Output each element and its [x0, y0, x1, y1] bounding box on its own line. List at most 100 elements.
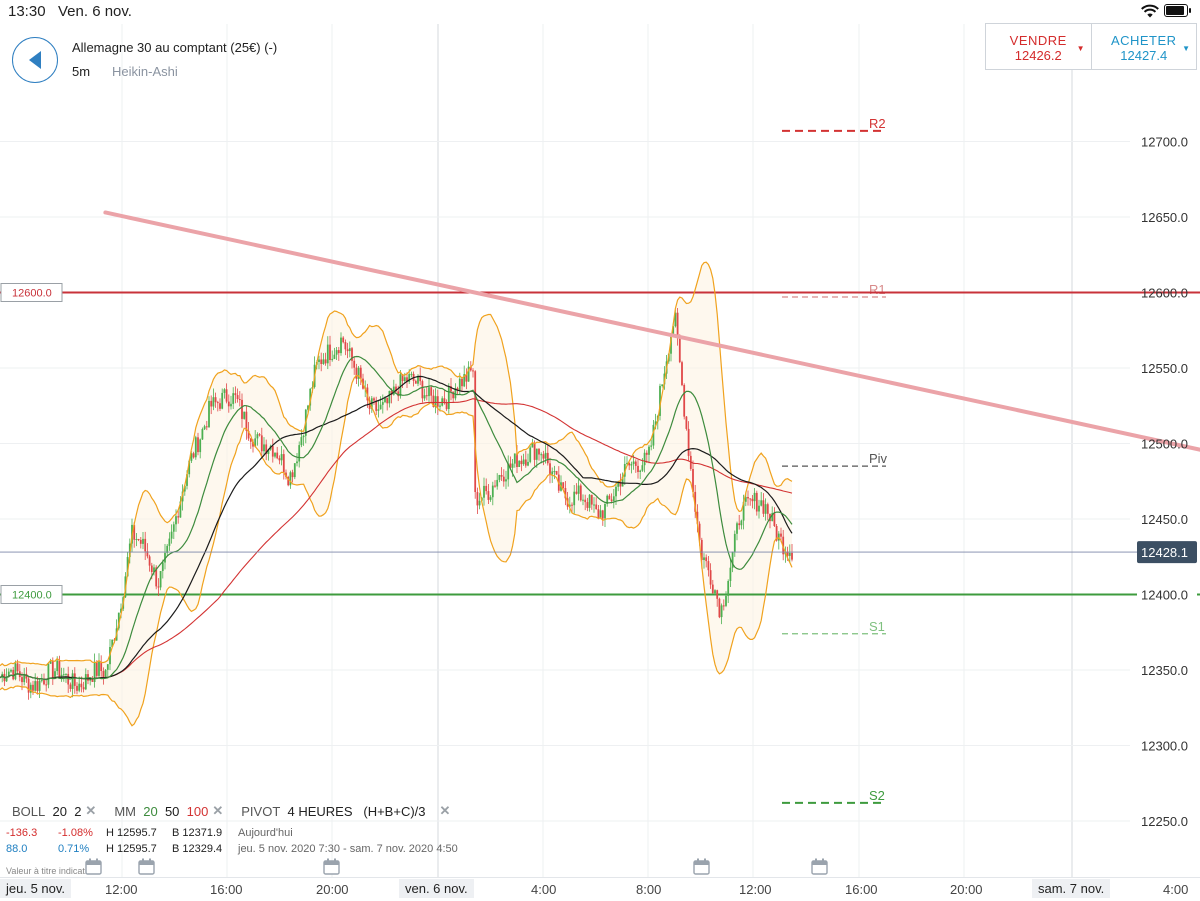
candle	[456, 388, 459, 391]
calendar-event-icon[interactable]	[811, 858, 828, 875]
candle	[100, 661, 103, 671]
candle	[681, 362, 683, 386]
candle	[729, 567, 732, 581]
candle	[483, 485, 485, 498]
candle	[461, 378, 463, 387]
candle	[573, 491, 576, 506]
candle	[210, 400, 213, 407]
candle	[500, 475, 503, 477]
candle	[164, 552, 166, 563]
buy-button[interactable]: ACHETER 12427.4 ▼	[1090, 24, 1197, 69]
candle	[324, 359, 327, 364]
candle	[408, 374, 411, 382]
candle	[375, 400, 378, 411]
indicator-boll[interactable]: BOLL 20 2 ✕	[12, 802, 96, 820]
calendar-event-icon[interactable]	[693, 858, 710, 875]
candle	[337, 350, 340, 354]
candle	[615, 486, 617, 497]
candle	[771, 513, 774, 522]
price-axis-label: 12250.0	[1141, 814, 1188, 829]
candle	[214, 397, 217, 403]
calendar-event-icon[interactable]	[85, 858, 102, 875]
candle	[414, 380, 417, 384]
candle	[516, 453, 518, 467]
candle	[652, 424, 655, 446]
candle	[247, 430, 250, 439]
candle	[278, 458, 281, 461]
candle	[102, 671, 105, 677]
candle	[749, 498, 752, 500]
time-axis[interactable]: jeu. 5 nov. 12:00 16:00 20:00 ven. 6 nov…	[0, 877, 1200, 901]
candle	[27, 678, 30, 693]
back-button[interactable]	[12, 37, 58, 83]
timeframe-selector[interactable]: 5m	[72, 64, 91, 79]
chart-type-selector[interactable]: Heikin-Ashi	[112, 64, 178, 79]
mm-period-50: 50	[164, 803, 180, 819]
candle	[98, 661, 100, 676]
candle	[95, 662, 98, 676]
candle	[120, 608, 122, 613]
candle	[423, 395, 426, 399]
candle	[687, 428, 690, 456]
candle	[183, 485, 186, 492]
sell-dropdown-icon[interactable]: ▼	[1076, 44, 1085, 53]
candle	[619, 481, 622, 487]
candle	[392, 386, 395, 395]
candle	[634, 461, 637, 466]
calendar-event-icon[interactable]	[323, 858, 340, 875]
remove-pivot-icon[interactable]: ✕	[439, 803, 451, 818]
time-label: 16:00	[210, 882, 243, 897]
candle	[467, 366, 470, 382]
candle	[762, 500, 765, 514]
candle	[348, 348, 351, 352]
ma50-line	[0, 375, 793, 681]
pivot-formula: (H+B+C)/3	[363, 803, 426, 819]
change-range: 88.0	[6, 843, 28, 855]
candle	[659, 385, 661, 416]
candle	[14, 663, 17, 680]
indicator-mm[interactable]: MM 20 50 100 ✕	[114, 802, 223, 820]
candle	[485, 485, 488, 492]
indicator-pivot[interactable]: PIVOT 4 HEURES (H+B+C)/3 ✕	[241, 802, 450, 820]
candle	[707, 561, 710, 571]
candle	[377, 409, 380, 411]
candle	[194, 437, 197, 458]
candle	[740, 520, 743, 526]
candle	[7, 671, 10, 677]
candle	[518, 460, 521, 467]
sell-button[interactable]: VENDRE 12426.2 ▼	[986, 24, 1091, 69]
candle	[549, 463, 551, 475]
level-badge-12600-box[interactable]	[0, 283, 63, 302]
candle	[738, 523, 741, 526]
candle	[62, 674, 65, 676]
candle	[650, 445, 653, 447]
candle	[203, 426, 206, 430]
candle	[588, 494, 591, 508]
candle	[544, 452, 547, 459]
boll-period: 20	[52, 803, 67, 819]
candle	[252, 441, 254, 447]
buy-dropdown-icon[interactable]: ▼	[1182, 44, 1190, 53]
candle	[326, 344, 329, 364]
instrument-title[interactable]: Allemagne 30 au comptant (25€) (-)	[72, 40, 278, 55]
trendline[interactable]	[103, 210, 1200, 537]
level-badge-12400-box[interactable]	[0, 585, 63, 604]
candle	[159, 571, 162, 588]
candle	[709, 570, 712, 585]
candle	[329, 344, 331, 360]
calendar-event-icon[interactable]	[138, 858, 155, 875]
remove-boll-icon[interactable]: ✕	[85, 803, 97, 818]
candle	[318, 359, 320, 362]
candle	[458, 378, 461, 391]
candle	[245, 411, 248, 431]
remove-mm-icon[interactable]: ✕	[212, 803, 224, 818]
pivot-label-s1: S1	[869, 619, 885, 634]
candle	[280, 454, 283, 461]
candle	[529, 447, 532, 462]
candle	[223, 389, 226, 393]
candle	[425, 395, 428, 397]
candle	[419, 376, 422, 382]
candle	[285, 472, 287, 477]
candle	[410, 373, 413, 375]
